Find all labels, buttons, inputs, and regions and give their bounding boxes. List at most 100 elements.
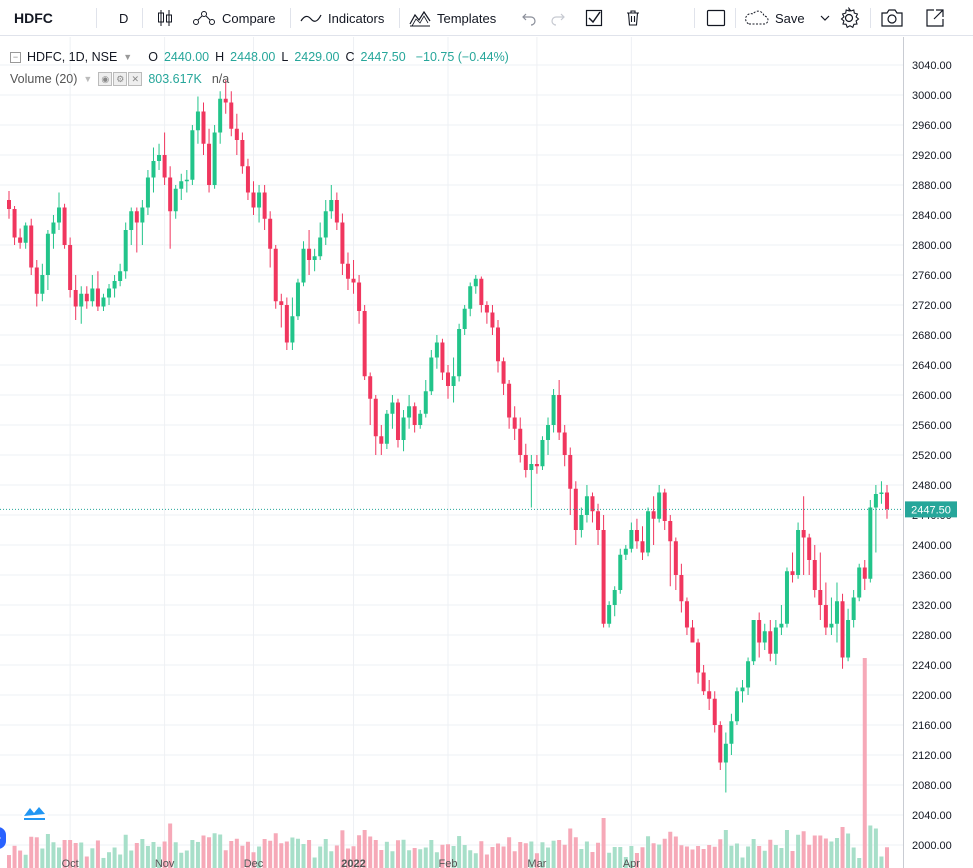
candle (345, 252, 350, 290)
volume-bar (123, 834, 128, 868)
candle (784, 567, 789, 628)
indicators-button[interactable]: Indicators (300, 0, 384, 36)
volume-bar (251, 852, 256, 868)
redo-button[interactable] (550, 0, 566, 36)
volume-bar (168, 823, 173, 868)
candle (284, 297, 289, 350)
candle-body (395, 402, 400, 440)
time-tick-label: Feb (439, 858, 458, 868)
grid (0, 37, 903, 868)
candle (423, 380, 428, 418)
candle-body (23, 225, 28, 243)
candle-body (484, 305, 489, 313)
candle (768, 620, 773, 662)
candle-body (862, 567, 867, 579)
time-tick-label: Dec (244, 858, 264, 868)
save-button[interactable]: Save (743, 0, 831, 36)
price-tick-label: 2240.00 (912, 660, 952, 672)
candle (857, 563, 862, 602)
candle-body (707, 691, 712, 699)
settings-button[interactable] (838, 0, 860, 36)
symbol-search-button[interactable]: HDFC (14, 0, 53, 36)
candle (818, 552, 823, 620)
candle-body (218, 98, 223, 133)
candle-body (173, 188, 178, 212)
interval-button[interactable]: D (119, 0, 128, 36)
collapse-icon[interactable] (0, 827, 6, 849)
candle (190, 125, 195, 185)
volume-settings-icon[interactable]: ⚙ (113, 72, 128, 86)
candle-body (823, 605, 828, 628)
series-title[interactable]: HDFC, 1D, NSE (27, 50, 118, 64)
templates-button[interactable]: Templates (409, 0, 496, 36)
volume-bar (140, 839, 145, 868)
undo-button[interactable] (521, 0, 537, 36)
candle-body (84, 293, 89, 302)
volume-bar (534, 853, 539, 868)
snapshot-button[interactable] (880, 0, 904, 36)
price-tick-label: 2160.00 (912, 720, 952, 732)
volume-bar (229, 841, 234, 868)
volume-bar (195, 841, 200, 868)
candle-body (562, 432, 567, 455)
candle-series (6, 80, 889, 793)
volume-chevron-icon[interactable]: ▼ (83, 74, 93, 84)
candle (484, 301, 489, 324)
candle (434, 335, 439, 369)
price-axis[interactable]: 2000.00 2040.00 2080.00 2120.00 2160.00 2200.… (903, 37, 973, 868)
candle (29, 218, 34, 275)
candle-body (262, 192, 267, 219)
volume-bar (457, 836, 462, 868)
candle (240, 132, 245, 174)
candle-body (179, 181, 184, 189)
candle (145, 170, 150, 215)
candle (740, 680, 745, 703)
volume-bar (657, 844, 662, 868)
eye-icon[interactable]: ◉ (98, 72, 113, 86)
tradingview-logo[interactable] (22, 800, 48, 826)
fullscreen-button[interactable] (925, 0, 945, 36)
candle-body (440, 342, 445, 373)
price-chart[interactable]: Oct Nov Dec 2022 Feb Mar Apr (0, 37, 903, 868)
volume-bar (612, 847, 617, 868)
candle-body (596, 511, 601, 530)
candle-body (57, 207, 62, 223)
candle (501, 357, 506, 395)
change-value: −10.75 (−0.44%) (415, 50, 509, 64)
candle-body (779, 623, 784, 628)
price-tick-label: 2000.00 (912, 840, 952, 852)
volume-bar (129, 850, 134, 868)
remove-icon[interactable]: ✕ (128, 72, 143, 86)
candle (701, 665, 706, 695)
chart-type-button[interactable] (156, 0, 174, 36)
candle-body (496, 327, 501, 362)
price-tick-label: 3000.00 (912, 90, 952, 102)
price-tick-label: 2680.00 (912, 330, 952, 342)
candle-body (118, 271, 123, 281)
candle-body (357, 282, 362, 311)
legend-chevron-icon[interactable]: ▼ (123, 52, 133, 62)
candle (834, 582, 839, 643)
compare-button[interactable]: Compare (192, 0, 275, 36)
volume-title[interactable]: Volume (20) (10, 72, 78, 86)
candle-body (145, 177, 150, 208)
candle (101, 293, 106, 311)
candle-body (62, 207, 67, 245)
candle-body (457, 329, 462, 377)
checklist-button[interactable] (585, 0, 603, 36)
candle-body (673, 541, 678, 575)
volume-bar (746, 846, 751, 868)
candle (873, 485, 878, 553)
toolbar-divider (96, 8, 97, 28)
candle (651, 496, 656, 545)
volume-bar (151, 842, 156, 868)
delete-button[interactable] (624, 0, 642, 36)
price-tick-label: 2840.00 (912, 210, 952, 222)
layout-button[interactable] (706, 0, 726, 36)
volume-bar (95, 840, 100, 868)
collapse-legend-icon[interactable]: − (10, 51, 21, 63)
volume-bar (18, 850, 23, 868)
volume-bar (501, 846, 506, 868)
candle (707, 680, 712, 710)
candle (679, 563, 684, 613)
